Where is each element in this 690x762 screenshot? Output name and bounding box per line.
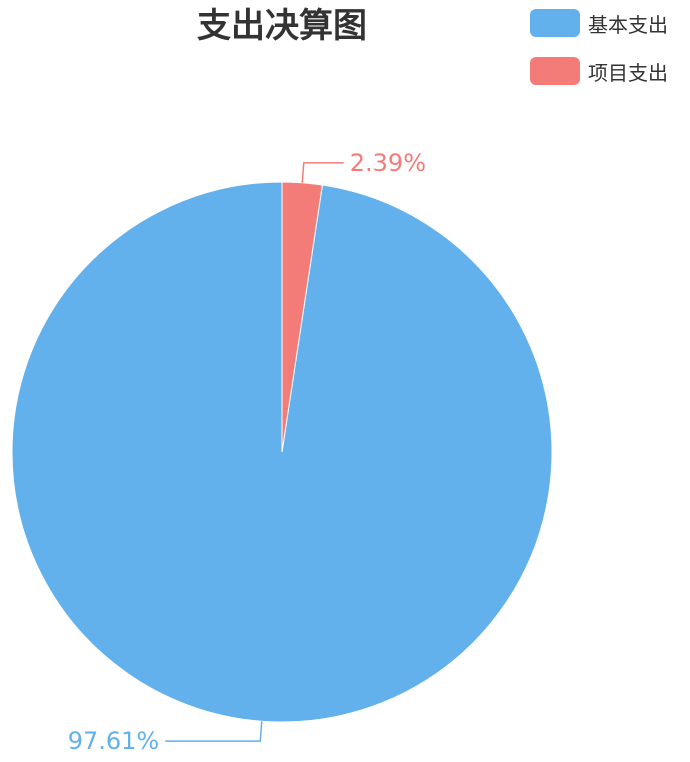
pie-slices — [11, 181, 553, 723]
pie-slice-project[interactable] — [281, 181, 323, 453]
legend: 基本支出 项目支出 — [530, 8, 688, 104]
legend-label-project: 项目支出 — [588, 60, 668, 85]
legend-item-project[interactable]: 项目支出 — [530, 56, 688, 86]
label-line-basic — [165, 721, 263, 742]
pie-labels: 97.61% 2.39% — [68, 149, 426, 755]
slice-label-basic: 97.61% — [68, 727, 160, 755]
legend-swatch-project — [530, 57, 580, 85]
label-line-project — [301, 162, 344, 183]
legend-swatch-basic — [530, 9, 580, 37]
legend-item-basic[interactable]: 基本支出 — [530, 8, 688, 38]
chart-title: 支出决算图 — [197, 6, 367, 46]
slice-label-project: 2.39% — [350, 149, 426, 177]
legend-label-basic: 基本支出 — [588, 12, 668, 37]
